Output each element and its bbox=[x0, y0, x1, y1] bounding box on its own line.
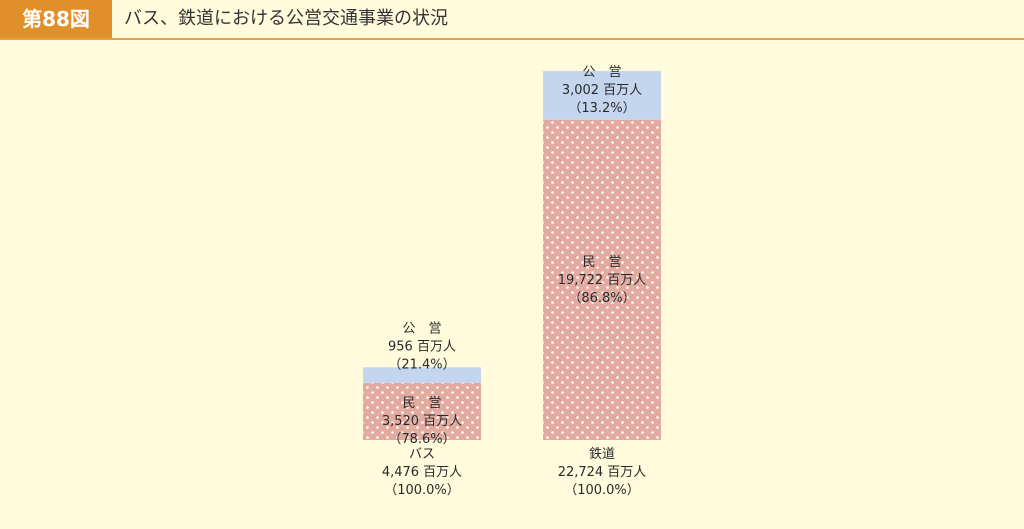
segment-name-label-public: 公 営 bbox=[402, 321, 441, 336]
category-label: バス bbox=[409, 447, 435, 462]
segment-value-label-public: 956 百万人 bbox=[388, 339, 456, 354]
segment-value-label-private: 19,722 百万人 bbox=[558, 273, 647, 288]
bar-segment-public bbox=[363, 367, 481, 383]
bar-segment-private bbox=[363, 382, 481, 440]
segment-value-label-public: 3,002 百万人 bbox=[562, 83, 642, 98]
figure-title: バス、鉄道における公営交通事業の状況 bbox=[124, 8, 448, 29]
total-value-label: 4,476 百万人 bbox=[382, 465, 462, 480]
segment-pct-label-private: （86.8%） bbox=[568, 291, 635, 306]
segment-name-label-private: 民 営 bbox=[582, 255, 621, 270]
segment-name-label-private: 民 営 bbox=[402, 396, 441, 411]
category-label: 鉄道 bbox=[589, 447, 615, 462]
total-pct-label: （100.0%） bbox=[384, 483, 460, 498]
segment-pct-label-public: （21.4%） bbox=[388, 357, 455, 372]
segment-pct-label-private: （78.6%） bbox=[388, 432, 455, 447]
bar-segment-public bbox=[543, 71, 661, 120]
total-pct-label: （100.0%） bbox=[564, 483, 640, 498]
figure-number-badge: 第88図 bbox=[0, 0, 112, 38]
figure-header: 第88図 バス、鉄道における公営交通事業の状況 bbox=[0, 0, 1024, 40]
segment-pct-label-public: （13.2%） bbox=[568, 101, 635, 116]
bar-segment-private bbox=[543, 119, 661, 440]
segment-value-label-private: 3,520 百万人 bbox=[382, 414, 462, 429]
total-value-label: 22,724 百万人 bbox=[558, 465, 647, 480]
segment-name-label-public: 公 営 bbox=[582, 65, 621, 80]
